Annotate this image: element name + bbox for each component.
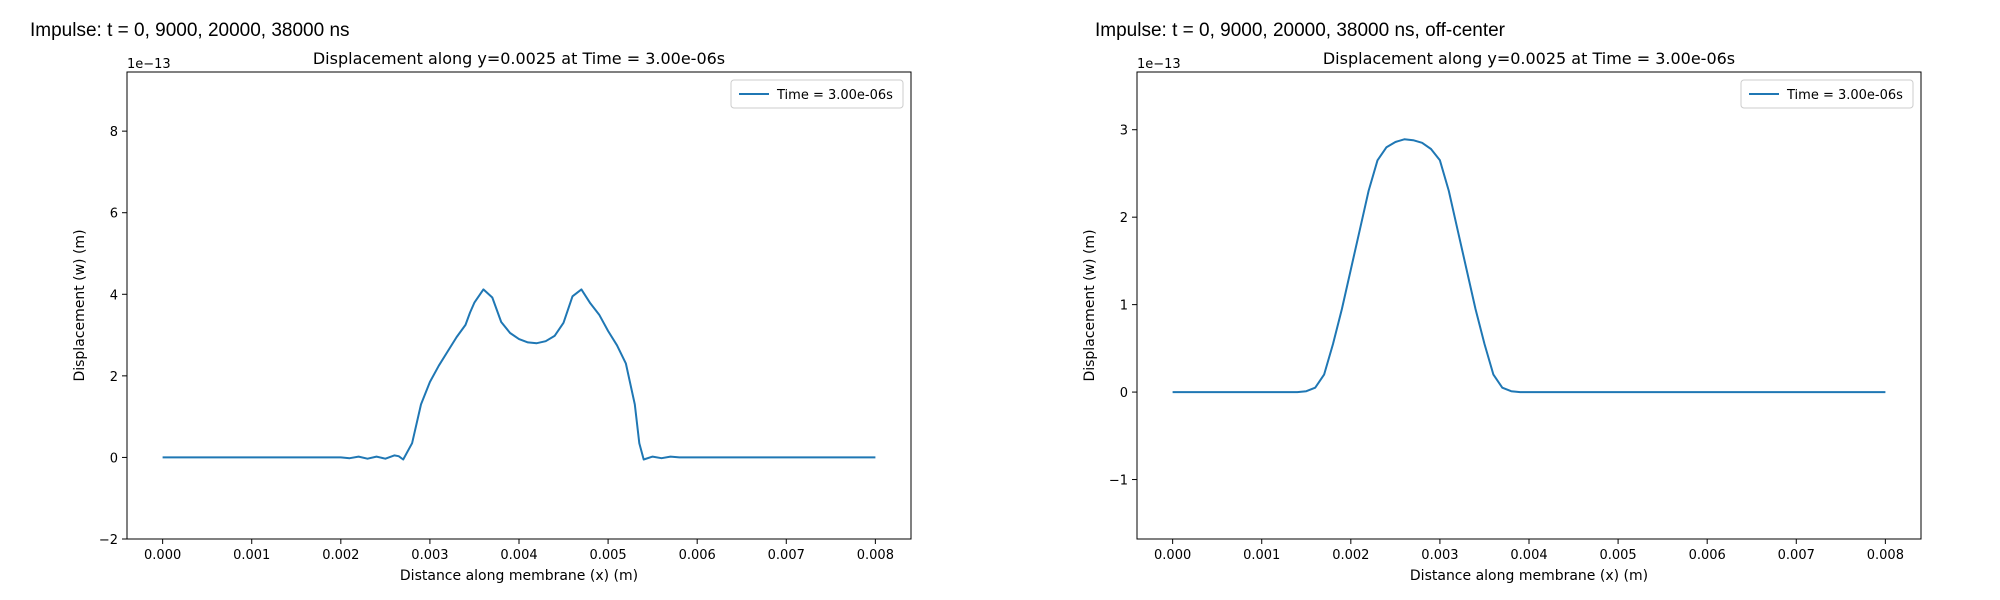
y-tick-label: 6 <box>110 207 118 222</box>
y-axis-label: Displacement (w) (m) <box>72 229 88 381</box>
x-tick-label: 0.007 <box>768 548 805 563</box>
x-tick-label: 0.000 <box>1154 548 1191 563</box>
plot-frame <box>1136 71 1922 540</box>
legend-label: Time = 3.00e-06s <box>1786 88 1903 103</box>
y-tick-label: 2 <box>110 370 118 385</box>
legend-label: Time = 3.00e-06s <box>776 88 893 103</box>
y-tick-label: 3 <box>1120 124 1128 139</box>
x-tick-label: 0.002 <box>1332 548 1369 563</box>
x-tick-label: 0.001 <box>233 548 270 563</box>
y-tick-label: 8 <box>110 125 118 140</box>
y-tick-label: −1 <box>1109 474 1128 489</box>
x-tick-label: 0.005 <box>1599 548 1636 563</box>
legend: Time = 3.00e-06s <box>1740 79 1914 109</box>
x-axis-label: Distance along membrane (x) (m) <box>1410 568 1648 584</box>
y-tick-label: 0 <box>1120 386 1128 401</box>
x-tick-label: 0.000 <box>144 548 181 563</box>
y-tick-label: 4 <box>110 288 118 303</box>
x-tick-label: 0.004 <box>500 548 537 563</box>
y-axis-label: Displacement (w) (m) <box>1082 229 1098 381</box>
x-tick-label: 0.006 <box>1689 548 1726 563</box>
plot-frame <box>126 71 912 540</box>
x-tick-label: 0.001 <box>1243 548 1280 563</box>
y-tick-label: 0 <box>110 451 118 466</box>
x-axis-label: Distance along membrane (x) (m) <box>400 568 638 584</box>
legend: Time = 3.00e-06s <box>730 79 904 109</box>
legend-box <box>730 79 904 109</box>
legend-box <box>1740 79 1914 109</box>
x-tick-label: 0.003 <box>411 548 448 563</box>
x-tick-label: 0.002 <box>322 548 359 563</box>
figure-right: Impulse: t = 0, 9000, 20000, 38000 ns, o… <box>1000 0 2000 600</box>
series-line <box>162 288 876 461</box>
x-tick-label: 0.005 <box>589 548 626 563</box>
x-tick-label: 0.007 <box>1778 548 1815 563</box>
chart-title: Displacement along y=0.0025 at Time = 3.… <box>313 49 725 68</box>
y-offset-label: 1e−13 <box>1137 57 1181 72</box>
line-chart-right: Displacement along y=0.0025 at Time = 3.… <box>1082 49 1922 584</box>
y-tick-label: −2 <box>99 533 118 548</box>
x-tick-label: 0.006 <box>679 548 716 563</box>
x-tick-label: 0.008 <box>857 548 894 563</box>
y-offset-label: 1e−13 <box>127 57 171 72</box>
line-chart-left: Displacement along y=0.0025 at Time = 3.… <box>72 49 912 584</box>
x-tick-label: 0.004 <box>1510 548 1547 563</box>
figure-title: Impulse: t = 0, 9000, 20000, 38000 ns, o… <box>1095 20 1506 41</box>
x-tick-label: 0.003 <box>1421 548 1458 563</box>
series-line <box>1172 138 1886 394</box>
x-tick-label: 0.008 <box>1867 548 1904 563</box>
y-tick-label: 1 <box>1120 299 1128 314</box>
figure-title: Impulse: t = 0, 9000, 20000, 38000 ns <box>30 20 350 41</box>
y-tick-label: 2 <box>1120 211 1128 226</box>
figure-left: Impulse: t = 0, 9000, 20000, 38000 ns Di… <box>30 20 912 584</box>
chart-title: Displacement along y=0.0025 at Time = 3.… <box>1323 49 1735 68</box>
